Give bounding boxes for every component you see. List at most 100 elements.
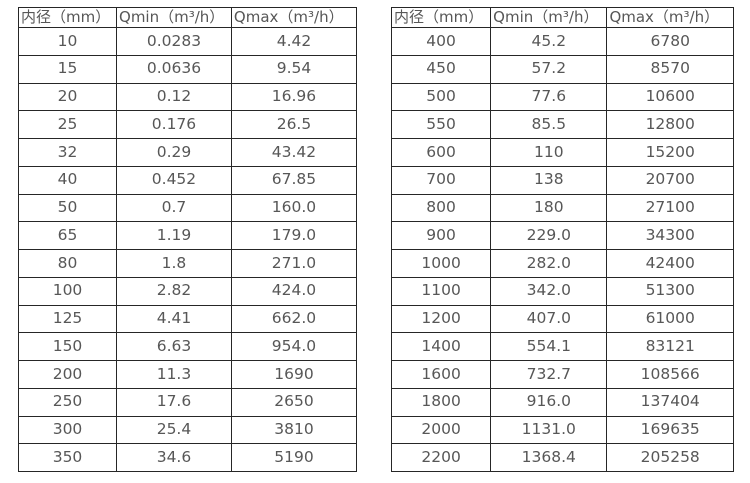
diameter-cell: 65 [17,221,118,250]
table-row: 32 0.29 43.42 [17,138,358,167]
qmin-cell: 342.0 [490,276,608,306]
table-row: 10 0.0283 4.42 [17,27,358,56]
table-row: 40 0.452 67.85 [17,165,358,195]
qmax-cell: 8570 [606,54,734,84]
diameter-cell: 2200 [390,443,492,472]
table-row: 50 0.7 160.0 [17,193,358,223]
table-row: 300 25.4 3810 [17,415,358,445]
diameter-cell: 10 [17,27,118,56]
qmin-cell: 282.0 [490,249,608,278]
qmin-cell: 11.3 [116,360,232,389]
table-row: 350 34.6 5190 [17,443,358,472]
diameter-cell: 1800 [390,387,492,417]
qmax-cell: 179.0 [230,221,358,250]
table-row: 1400 554.1 83121 [390,332,734,361]
qmin-cell: 0.12 [116,82,232,112]
qmax-cell: 424.0 [230,276,358,306]
qmin-cell: 0.0283 [116,27,232,56]
table-row: 65 1.19 179.0 [17,221,358,250]
qmin-cell: 407.0 [490,304,608,334]
qmin-cell: 0.176 [116,110,232,139]
table-row: 80 1.8 271.0 [17,249,358,278]
qmin-cell: 0.29 [116,138,232,167]
diameter-cell: 900 [390,221,492,250]
qmax-cell: 205258 [606,443,734,472]
diameter-header: 内径（mm） [17,7,118,28]
diameter-cell: 15 [17,54,118,84]
diameter-cell: 50 [17,193,118,223]
qmin-cell: 17.6 [116,387,232,417]
table-row: 1200 407.0 61000 [390,304,734,334]
qmax-cell: 271.0 [230,249,358,278]
qmax-cell: 2650 [230,387,358,417]
qmax-cell: 9.54 [230,54,358,84]
table-row: 25 0.176 26.5 [17,110,358,139]
qmin-cell: 34.6 [116,443,232,472]
qmax-cell: 27100 [606,193,734,223]
qmin-cell: 85.5 [490,110,608,139]
qmax-cell: 10600 [606,82,734,112]
qmax-cell: 12800 [606,110,734,139]
qmin-cell: 180 [490,193,608,223]
qmin-header: Qmin（m³/h） [490,7,608,28]
table-row: 600 110 15200 [390,138,734,167]
qmin-cell: 110 [490,138,608,167]
diameter-cell: 550 [390,110,492,139]
qmin-cell: 45.2 [490,27,608,56]
qmax-cell: 108566 [606,360,734,389]
diameter-cell: 80 [17,249,118,278]
table-row: 1800 916.0 137404 [390,387,734,417]
qmin-cell: 1.19 [116,221,232,250]
qmax-cell: 137404 [606,387,734,417]
qmax-cell: 15200 [606,138,734,167]
diameter-cell: 1100 [390,276,492,306]
diameter-cell: 1200 [390,304,492,334]
qmin-cell: 138 [490,165,608,195]
diameter-header: 内径（mm） [390,7,492,28]
qmin-cell: 229.0 [490,221,608,250]
diameter-cell: 350 [17,443,118,472]
table-row: 1000 282.0 42400 [390,249,734,278]
qmax-cell: 42400 [606,249,734,278]
diameter-cell: 2000 [390,415,492,445]
table-row: 125 4.41 662.0 [17,304,358,334]
qmax-cell: 16.96 [230,82,358,112]
qmin-cell: 0.0636 [116,54,232,84]
qmax-cell: 26.5 [230,110,358,139]
table-row: 500 77.6 10600 [390,82,734,112]
qmax-cell: 83121 [606,332,734,361]
qmax-cell: 169635 [606,415,734,445]
diameter-cell: 100 [17,276,118,306]
flow-spec-tables: 内径（mm） Qmin（m³/h） Qmax（m³/h） 10 0.0283 4.42 1… [17,7,734,472]
diameter-cell: 200 [17,360,118,389]
diameter-cell: 125 [17,304,118,334]
qmax-cell: 34300 [606,221,734,250]
diameter-cell: 250 [17,387,118,417]
flow-spec-table-small-diameters: 内径（mm） Qmin（m³/h） Qmax（m³/h） 10 0.0283 4.42 1… [17,7,358,472]
qmin-cell: 0.452 [116,165,232,195]
diameter-cell: 40 [17,165,118,195]
diameter-cell: 1000 [390,249,492,278]
qmax-header: Qmax（m³/h） [230,7,358,28]
table-row: 15 0.0636 9.54 [17,54,358,84]
table-row: 800 180 27100 [390,193,734,223]
qmax-cell: 4.42 [230,27,358,56]
qmax-cell: 1690 [230,360,358,389]
qmax-cell: 954.0 [230,332,358,361]
qmax-cell: 5190 [230,443,358,472]
table-row: 1600 732.7 108566 [390,360,734,389]
qmax-cell: 662.0 [230,304,358,334]
qmin-cell: 1.8 [116,249,232,278]
table-row: 250 17.6 2650 [17,387,358,417]
diameter-cell: 300 [17,415,118,445]
qmax-header: Qmax（m³/h） [606,7,734,28]
diameter-cell: 500 [390,82,492,112]
qmax-cell: 61000 [606,304,734,334]
header-row: 内径（mm） Qmin（m³/h） Qmax（m³/h） [390,7,734,28]
table-row: 900 229.0 34300 [390,221,734,250]
table-row: 2000 1131.0 169635 [390,415,734,445]
qmin-cell: 554.1 [490,332,608,361]
table-row: 150 6.63 954.0 [17,332,358,361]
table-row: 700 138 20700 [390,165,734,195]
flow-spec-table-large-diameters: 内径（mm） Qmin（m³/h） Qmax（m³/h） 400 45.2 6780 45… [390,7,734,472]
